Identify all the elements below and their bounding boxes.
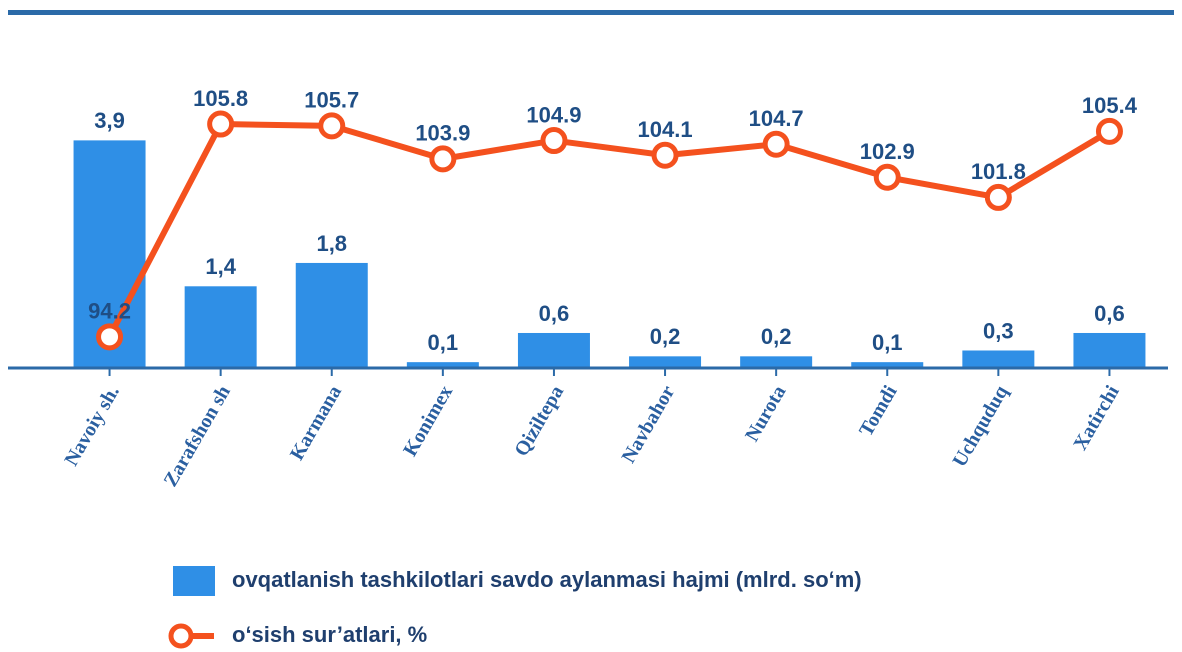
legend-marker [168, 623, 194, 649]
line-value-label: 104.9 [526, 102, 581, 127]
x-tick-label: Xatirchi [1069, 381, 1124, 454]
legend-swatch [173, 566, 215, 596]
bar-value-label: 0,2 [650, 324, 681, 349]
line-value-label: 104.1 [638, 117, 693, 142]
line-value-label: 105.4 [1082, 93, 1138, 118]
bar [851, 362, 924, 368]
line-value-label: 101.8 [971, 159, 1026, 184]
x-tick-label: Zarafshon sh [159, 382, 234, 491]
x-tick-label: Konimex [399, 382, 457, 460]
bar-value-label: 1,8 [316, 231, 347, 256]
x-tick-label: Nurota [741, 382, 790, 446]
line-value-label: 102.9 [860, 139, 915, 164]
line-marker [762, 130, 790, 158]
bar-value-label: 0,6 [539, 301, 570, 326]
line-marker [984, 183, 1012, 211]
top-rule [8, 10, 1174, 15]
bar [629, 356, 702, 368]
bar-value-label: 0,1 [872, 330, 903, 355]
bar [406, 362, 479, 368]
line-value-label: 94.2 [88, 299, 131, 324]
line-marker [318, 112, 346, 140]
x-tick-label: Qiziltepa [510, 382, 568, 460]
bar [517, 332, 590, 368]
bar-value-label: 3,9 [94, 108, 125, 133]
line-marker [540, 127, 568, 155]
legend-label: o‘sish sur’atlari, % [232, 622, 427, 647]
x-tick-label: Tomdi [855, 381, 902, 440]
x-tick-label: Navoiy sh. [60, 382, 124, 470]
bar-value-label: 0,6 [1094, 301, 1125, 326]
bar [184, 286, 257, 368]
x-tick-label: Uchquduq [949, 382, 1013, 471]
line-value-label: 105.7 [304, 88, 359, 113]
line-marker [96, 323, 124, 351]
line [106, 121, 1111, 339]
legend-label: ovqatlanish tashkilotlari savdo aylanmas… [232, 567, 862, 592]
bar-value-label: 0,1 [428, 330, 459, 355]
x-tick-label: Navbahor [618, 382, 680, 467]
bar-value-label: 1,4 [205, 254, 236, 279]
line-marker [1095, 117, 1123, 145]
line-marker [651, 141, 679, 169]
bar-value-label: 0,3 [983, 318, 1014, 343]
line-value-label: 103.9 [415, 121, 470, 146]
bar [295, 262, 368, 368]
x-tick-label: Karmana [286, 382, 346, 464]
line-value-label: 105.8 [193, 86, 248, 111]
line-marker [873, 163, 901, 191]
line-marker [429, 145, 457, 173]
bar [740, 356, 813, 368]
line-value-label: 104.7 [749, 106, 804, 131]
line-marker [207, 110, 235, 138]
bar [1073, 332, 1146, 368]
bar-value-label: 0,2 [761, 324, 792, 349]
bar [962, 350, 1035, 368]
